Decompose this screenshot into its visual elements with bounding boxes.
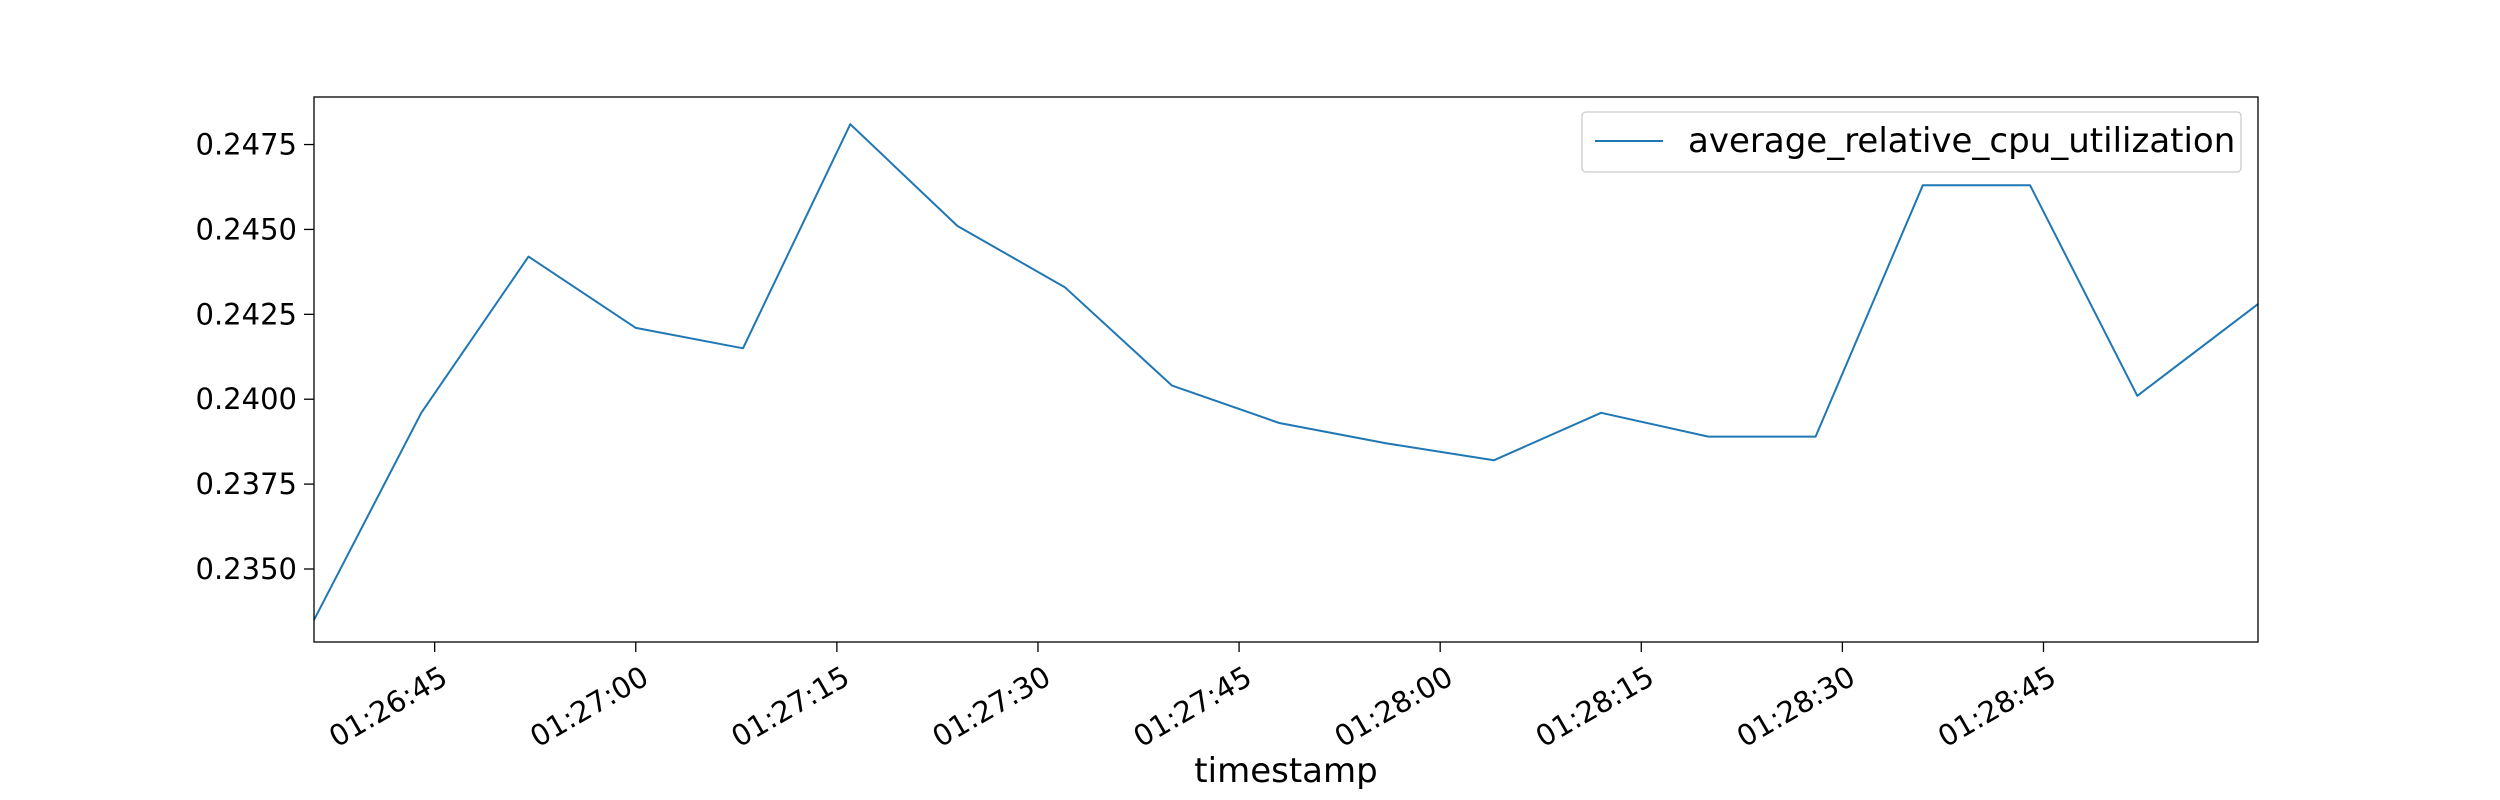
x-tick-label: 01:27:45 xyxy=(1128,659,1258,754)
x-tick-label: 01:28:30 xyxy=(1731,659,1861,754)
y-tick-label: 0.2450 xyxy=(196,212,297,246)
plot-frame xyxy=(313,96,2259,643)
y-tick-label: 0.2350 xyxy=(196,552,297,586)
x-tick-label: 01:26:45 xyxy=(323,659,453,754)
x-axis-ticks: 01:26:45 01:27:00 01:27:15 01:27:30 01:27:45… xyxy=(323,642,2062,754)
y-tick-label: 0.2375 xyxy=(196,467,297,501)
x-tick-label: 01:28:15 xyxy=(1530,659,1660,754)
x-tick-label: 01:28:45 xyxy=(1932,659,2062,754)
y-tick-label: 0.2475 xyxy=(196,128,297,162)
x-tick-label: 01:27:30 xyxy=(926,659,1056,754)
legend-box xyxy=(1581,111,2242,173)
series-line xyxy=(313,123,2259,621)
x-tick-label: 01:27:00 xyxy=(524,659,654,754)
y-tick-label: 0.2425 xyxy=(196,297,297,331)
y-axis-ticks: 0.2350 0.2375 0.2400 0.2425 0.2450 0.2475 xyxy=(196,128,314,586)
legend: average_relative_cpu_utilization xyxy=(1581,111,2242,173)
y-tick-label: 0.2400 xyxy=(196,382,297,416)
x-tick-label: 01:27:15 xyxy=(725,659,855,754)
x-tick-label: 01:28:00 xyxy=(1329,659,1459,754)
legend-series-label: average_relative_cpu_utilization xyxy=(1688,121,2235,161)
series-layer xyxy=(313,123,2259,621)
x-axis-label: timestamp xyxy=(1194,751,1377,791)
